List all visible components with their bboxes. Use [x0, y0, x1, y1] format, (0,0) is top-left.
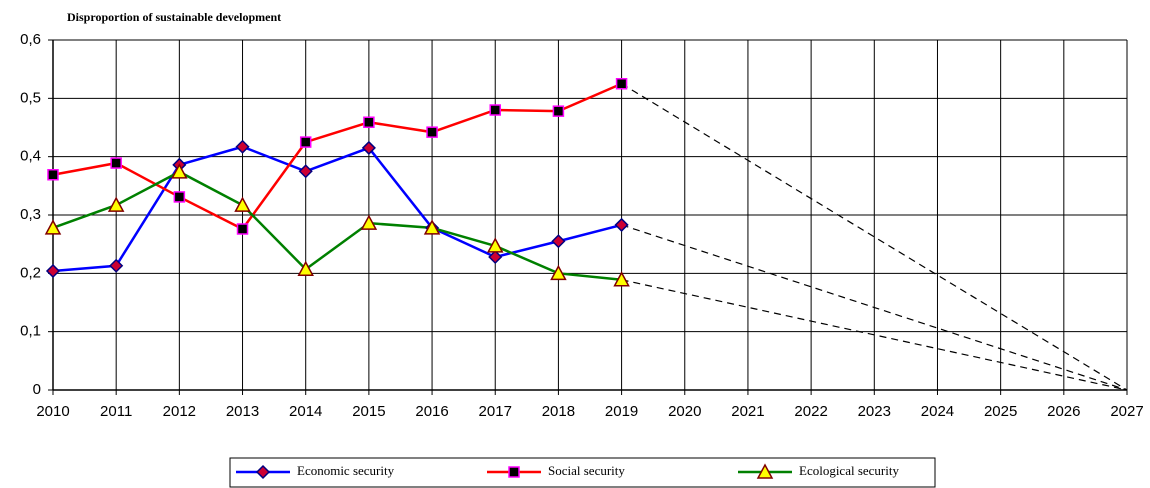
forecast-line: [621, 83, 1128, 391]
x-tick-label: 2011: [100, 403, 132, 420]
marker: [298, 164, 313, 179]
marker: [423, 219, 441, 235]
x-tick-label: 2021: [731, 403, 764, 420]
x-tick-label: 2016: [415, 403, 448, 420]
chart-title: Disproportion of sustainable development: [67, 10, 281, 24]
y-tick-label: 0,3: [20, 206, 41, 223]
forecast-line: [621, 224, 1128, 391]
y-tick-label: 0,4: [20, 148, 41, 165]
x-tick-label: 2022: [794, 403, 827, 420]
x-tick-label: 2024: [921, 403, 954, 420]
legend-label: Ecological security: [799, 463, 899, 478]
series-line: [52, 145, 622, 273]
legend-marker: [508, 466, 520, 478]
x-tick-label: 2019: [605, 403, 638, 420]
legend-symbol: [756, 463, 774, 479]
x-tick-label: 2025: [984, 403, 1017, 420]
y-tick-label: 0,6: [20, 31, 41, 48]
y-tick-label: 0,1: [20, 323, 41, 340]
marker: [45, 263, 61, 279]
marker: [236, 223, 249, 235]
marker: [109, 258, 124, 273]
marker: [47, 169, 59, 181]
marker: [107, 196, 125, 212]
marker: [110, 157, 122, 169]
y-tick-label: 0,5: [20, 89, 41, 106]
series-line: [52, 82, 623, 231]
marker: [234, 196, 251, 212]
legend-label: Social security: [548, 463, 625, 478]
x-tick-label: 2010: [36, 403, 69, 420]
marker: [613, 271, 630, 287]
marker: [235, 139, 250, 154]
series-line: [52, 170, 622, 281]
marker: [486, 237, 504, 253]
x-tick-label: 2026: [1047, 403, 1080, 420]
marker: [171, 163, 188, 179]
marker: [297, 260, 314, 276]
y-tick-label: 0,2: [20, 264, 41, 281]
legend-marker: [255, 464, 271, 480]
marker: [361, 140, 376, 155]
marker: [173, 191, 186, 203]
marker: [360, 214, 378, 230]
marker: [552, 105, 565, 117]
x-tick-label: 2012: [163, 403, 196, 420]
marker: [299, 136, 312, 148]
marker: [363, 116, 375, 128]
marker: [44, 219, 62, 235]
x-tick-label: 2023: [858, 403, 891, 420]
x-tick-label: 2013: [226, 403, 259, 420]
x-tick-label: 2015: [352, 403, 385, 420]
marker: [489, 104, 501, 116]
x-tick-label: 2018: [542, 403, 575, 420]
legend-marker: [756, 463, 774, 479]
legend-symbol: [508, 466, 520, 478]
x-tick-label: 2014: [289, 403, 322, 420]
legend-symbol: [255, 464, 271, 480]
marker: [551, 234, 566, 249]
legend-label: Economic security: [297, 463, 395, 478]
legend-box: [229, 457, 936, 488]
marker: [550, 264, 567, 281]
marker: [426, 126, 438, 138]
marker: [615, 78, 628, 90]
x-tick-label: 2017: [479, 403, 512, 420]
y-tick-label: 0: [33, 381, 41, 398]
x-tick-label: 2020: [668, 403, 701, 420]
marker: [488, 249, 503, 265]
forecast-line: [621, 279, 1128, 391]
x-tick-label: 2027: [1110, 403, 1143, 420]
marker: [614, 217, 629, 232]
